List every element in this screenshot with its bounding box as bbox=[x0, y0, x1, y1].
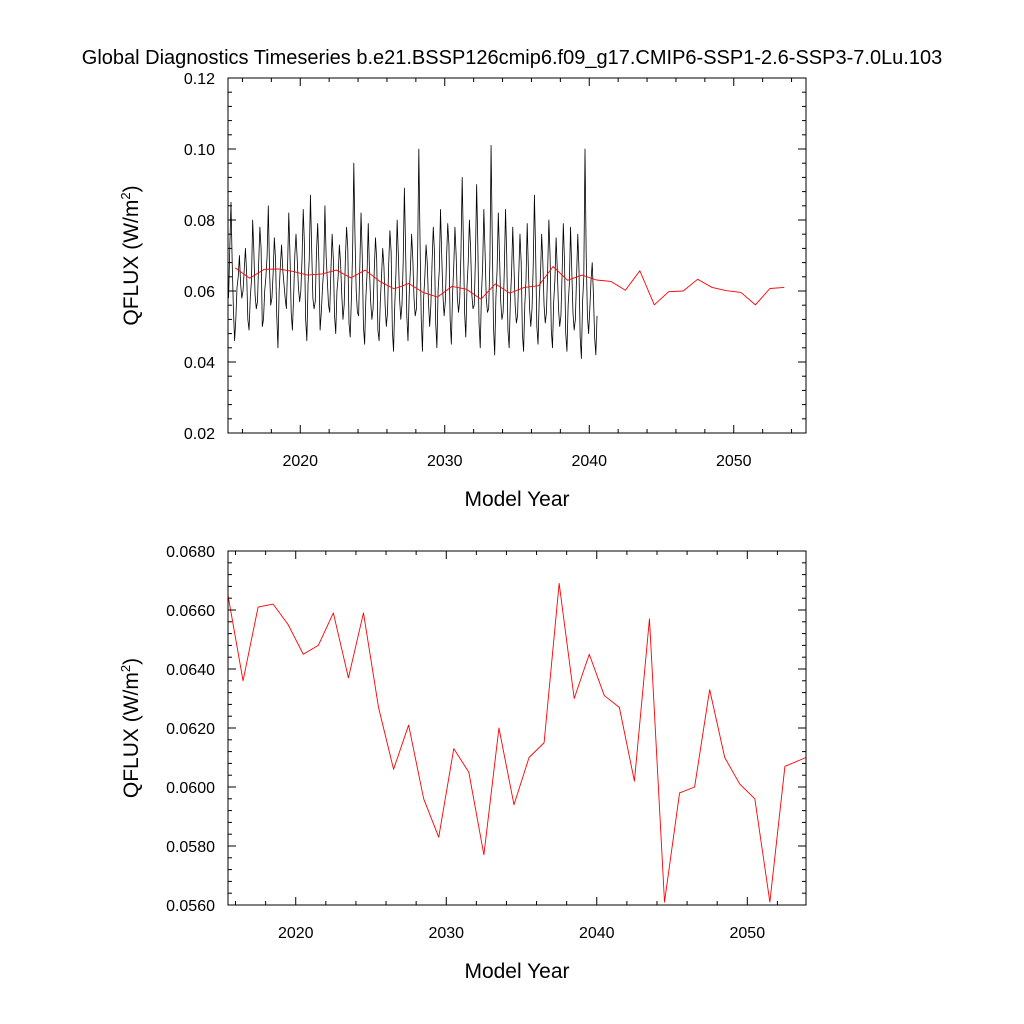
x-tick-label: 2030 bbox=[428, 925, 464, 942]
y-axis-label-text: QFLUX (W/m bbox=[120, 672, 143, 798]
x-tick-label: 2040 bbox=[579, 925, 615, 942]
series-line-annual bbox=[228, 583, 806, 902]
x-axis-label: Model Year bbox=[464, 960, 569, 983]
y-tick-label: 0.12 bbox=[184, 71, 215, 88]
x-tick-label: 2050 bbox=[730, 925, 766, 942]
y-tick-label: 0.10 bbox=[184, 142, 215, 159]
y-tick-label: 0.0620 bbox=[166, 721, 215, 738]
x-tick-label: 2030 bbox=[427, 453, 463, 470]
x-tick-label: 2050 bbox=[716, 453, 752, 470]
chart-panel-top: 2020 2030 2040 2050 0.02 0.04 0.06 0.08 0.10 0.12… bbox=[118, 71, 806, 511]
plot-frame bbox=[228, 551, 806, 905]
y-tick-label: 0.0560 bbox=[166, 898, 215, 915]
y-axis-label-superscript: 2 bbox=[118, 192, 133, 199]
y-tick-label: 0.04 bbox=[184, 355, 215, 372]
chart-panel-bottom: 2020 2030 2040 2050 0.0560 0.0580 0.0600 0.0620… bbox=[118, 544, 806, 983]
y-tick-label: 0.0600 bbox=[166, 780, 215, 797]
y-axis-label-superscript: 2 bbox=[118, 665, 133, 672]
y-tick-label: 0.0580 bbox=[166, 839, 215, 856]
y-tick-label: 0.0680 bbox=[166, 544, 215, 561]
y-axis-label-close: ) bbox=[120, 185, 143, 192]
x-axis-label: Model Year bbox=[464, 488, 569, 511]
y-tick-label: 0.0660 bbox=[166, 603, 215, 620]
y-axis-label-text: QFLUX (W/m bbox=[120, 200, 143, 326]
y-tick-label: 0.08 bbox=[184, 213, 215, 230]
y-axis-label: QFLUX (W/m2) bbox=[118, 185, 143, 325]
plot-frame bbox=[228, 78, 806, 433]
y-axis-label-close: ) bbox=[120, 658, 143, 665]
figure-title: Global Diagnostics Timeseries b.e21.BSSP… bbox=[82, 47, 942, 69]
x-tick-label: 2020 bbox=[282, 453, 318, 470]
y-axis-label: QFLUX (W/m2) bbox=[118, 658, 143, 798]
y-tick-label: 0.02 bbox=[184, 426, 215, 443]
y-tick-label: 0.0640 bbox=[166, 662, 215, 679]
series-line-monthly bbox=[229, 145, 597, 358]
figure-canvas: Global Diagnostics Timeseries b.e21.BSSP… bbox=[0, 0, 1024, 1024]
series-line-annual bbox=[235, 267, 784, 305]
x-tick-label: 2020 bbox=[278, 925, 314, 942]
y-tick-label: 0.06 bbox=[184, 284, 215, 301]
x-tick-label: 2040 bbox=[571, 453, 607, 470]
